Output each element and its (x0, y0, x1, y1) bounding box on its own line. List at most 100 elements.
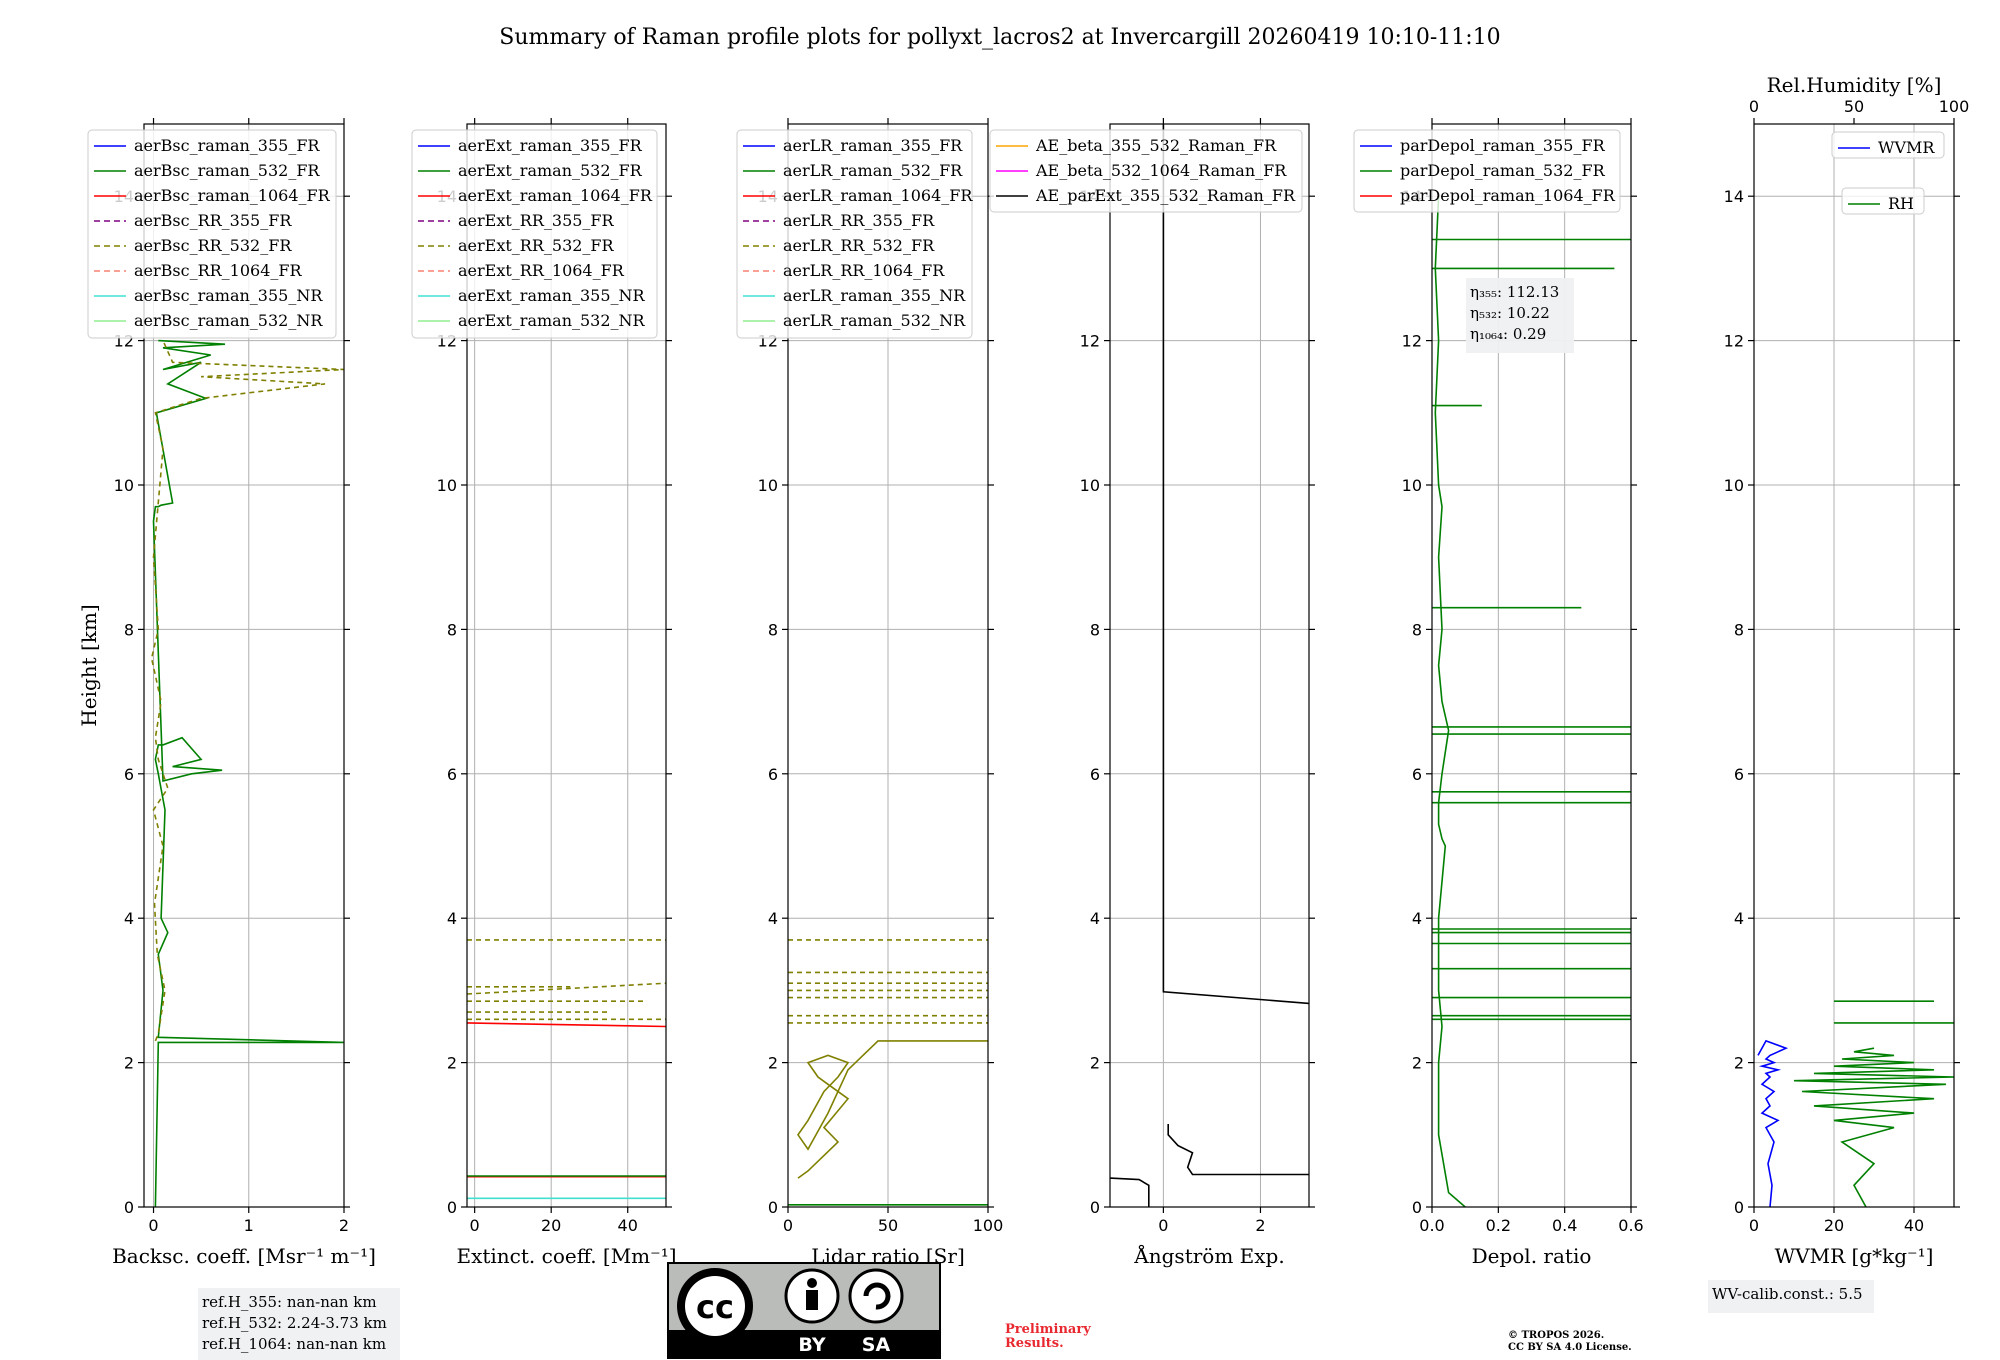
y-tick-label: 10 (1724, 476, 1744, 495)
top-x-tick-label: 0 (1749, 97, 1759, 116)
annotation-box-bsc: ref.H_355: nan-nan km ref.H_532: 2.24-3.7… (198, 1288, 400, 1360)
x-tick-label: 0 (470, 1216, 480, 1235)
x-axis-label-dep: Depol. ratio (1472, 1244, 1592, 1268)
x-tick-label: 0 (1749, 1216, 1759, 1235)
y-tick-label: 10 (437, 476, 457, 495)
y-tick-label: 2 (447, 1054, 457, 1073)
legend-box (1353, 129, 1621, 213)
y-tick-label: 2 (1734, 1054, 1744, 1073)
license-sa-label: SA (862, 1334, 891, 1356)
y-tick-label: 0 (447, 1198, 457, 1217)
by-person-body (806, 1290, 818, 1310)
legend-entry: aerExt_RR_355_FR (458, 211, 615, 230)
y-tick-label: 12 (1724, 332, 1744, 351)
y-tick-label: 4 (1734, 909, 1744, 928)
x-axis-label-wv: WVMR [g*kg⁻¹] (1775, 1244, 1934, 1268)
panel-wv: 0 20 40 0 2 4 6 8 10 12 14 WVMR [g*kg⁻¹] 0 50 100Rel.H… (1708, 73, 1969, 1313)
legend-entry: aerBsc_raman_355_NR (134, 286, 323, 305)
legend-entry: AE_parExt_355_532_Raman_FR (1035, 186, 1296, 205)
x-tick-label: 0.2 (1486, 1216, 1511, 1235)
series-line-aerExt_RR_532_FR (467, 982, 666, 995)
x-axis-label-ae: Ångström Exp. (1133, 1243, 1284, 1268)
annotation-line: ref.H_355: nan-nan km (202, 1293, 377, 1311)
legend-entry: AE_beta_355_532_Raman_FR (1035, 136, 1277, 155)
legend-entry: parDepol_raman_1064_FR (1400, 186, 1616, 205)
y-tick-label: 12 (1402, 332, 1422, 351)
y-tick-label: 10 (1080, 476, 1100, 495)
cc-logo-circle (685, 1276, 745, 1336)
axes-frame-ext (466, 123, 667, 1208)
legend-entry: WVMR (1878, 138, 1935, 157)
axes-frame-dep (1431, 123, 1632, 1208)
sa-arrow-icon (863, 1282, 891, 1310)
y-tick-label: 6 (1090, 765, 1100, 784)
sa-share-alike-icon (848, 1268, 904, 1324)
y-tick-label: 8 (1734, 620, 1744, 639)
legend-box (1831, 131, 1945, 159)
preliminary-text-line1: Preliminary (1005, 1322, 1091, 1337)
cc-license-badge: cc BY SA (667, 1262, 941, 1359)
legend-entry: aerBsc_raman_1064_FR (134, 186, 331, 205)
x-tick-label: 0 (148, 1216, 158, 1235)
panel-bsc: 01202468101214Backsc. coeff. [Msr⁻¹ m⁻¹]… (77, 118, 400, 1360)
license-by-label: BY (798, 1334, 825, 1356)
y-tick-label: 6 (124, 765, 134, 784)
series-line-aerLR_RR_532_FR (797, 1040, 988, 1179)
legend-entry: AE_beta_532_1064_Raman_FR (1035, 161, 1287, 180)
series-line-RH (1793, 1047, 1954, 1207)
legend-dep: parDepol_raman_355_FR parDepol_raman_532_… (1353, 129, 1621, 213)
y-tick-label: 8 (768, 620, 778, 639)
series-group-ae (1110, 124, 1309, 1207)
legend-box (989, 129, 1303, 213)
annotation-line: η₅₃₂: 10.22 (1470, 304, 1550, 322)
cc-logo-text: cc (696, 1288, 734, 1326)
series-line-AE_parExt_355_532_Raman_FR (1110, 1177, 1150, 1207)
y-tick-label: 4 (1412, 909, 1422, 928)
y-tick-label: 4 (768, 909, 778, 928)
x-tick-label: 20 (541, 1216, 561, 1235)
annotation-line: η₁₀₆₄: 0.29 (1470, 325, 1546, 343)
axes-frame-wv (1753, 123, 1955, 1208)
y-tick-label: 0 (1734, 1198, 1744, 1217)
y-tick-label: 8 (124, 620, 134, 639)
legend-entry: aerExt_raman_532_FR (458, 161, 643, 180)
legend-entry: aerBsc_RR_1064_FR (134, 261, 303, 280)
x-tick-label: 100 (973, 1216, 1004, 1235)
y-tick-label: 2 (124, 1054, 134, 1073)
panel-ae: 0202468101214Ångström Exp.AE_beta_355_53… (989, 118, 1315, 1268)
series-line-WVMR (1757, 1039, 1789, 1207)
y-tick-label: 0 (1412, 1198, 1422, 1217)
series-line-parDepol_raman_532_FR (1434, 196, 1466, 1207)
preliminary-text-line2: Results. (1005, 1336, 1064, 1351)
legend-entry: aerBsc_raman_355_FR (134, 136, 320, 155)
series-group-lr (788, 939, 988, 1206)
annotation-line: ref.H_532: 2.24-3.73 km (202, 1314, 387, 1332)
y-tick-label: 12 (1080, 332, 1100, 351)
legend-entry: parDepol_raman_532_FR (1400, 161, 1606, 180)
legend-entry: aerExt_RR_1064_FR (458, 261, 625, 280)
y-tick-label: 4 (1090, 909, 1100, 928)
figure-title: Summary of Raman profile plots for polly… (499, 25, 1500, 50)
legend-box (411, 129, 658, 339)
legend-entry: aerLR_raman_532_FR (783, 161, 963, 180)
legend-entry: aerLR_RR_532_FR (783, 236, 935, 255)
x-tick-label: 2 (1255, 1216, 1265, 1235)
axes-frame-bsc (143, 123, 345, 1208)
x-tick-label: 1 (244, 1216, 254, 1235)
annotation-line: ref.H_1064: nan-nan km (202, 1335, 386, 1353)
x-axis-label-ext: Extinct. coeff. [Mm⁻¹] (456, 1244, 676, 1268)
panel-ext: 0204002468101214Extinct. coeff. [Mm⁻¹]ae… (411, 118, 677, 1268)
annotation-box-dep: η₃₅₅: 112.13 η₅₃₂: 10.22 η₁₀₆₄: 0.29 (1466, 278, 1574, 353)
legend-entry: parDepol_raman_355_FR (1400, 136, 1606, 155)
series-line-AE_parExt_355_532_Raman_FR (1167, 1124, 1309, 1176)
y-tick-label: 6 (768, 765, 778, 784)
legend-entry: aerLR_RR_355_FR (783, 211, 935, 230)
annotation-line: WV-calib.const.: 5.5 (1712, 1285, 1863, 1303)
legend-ext: aerExt_raman_355_FR aerExt_raman_532_FRae… (411, 129, 658, 339)
y-tick-label: 4 (447, 909, 457, 928)
y-tick-label: 8 (1412, 620, 1422, 639)
series-group-bsc (150, 339, 344, 1207)
top-x-axis-label: Rel.Humidity [%] (1767, 73, 1942, 97)
x-tick-label: 0.6 (1618, 1216, 1643, 1235)
